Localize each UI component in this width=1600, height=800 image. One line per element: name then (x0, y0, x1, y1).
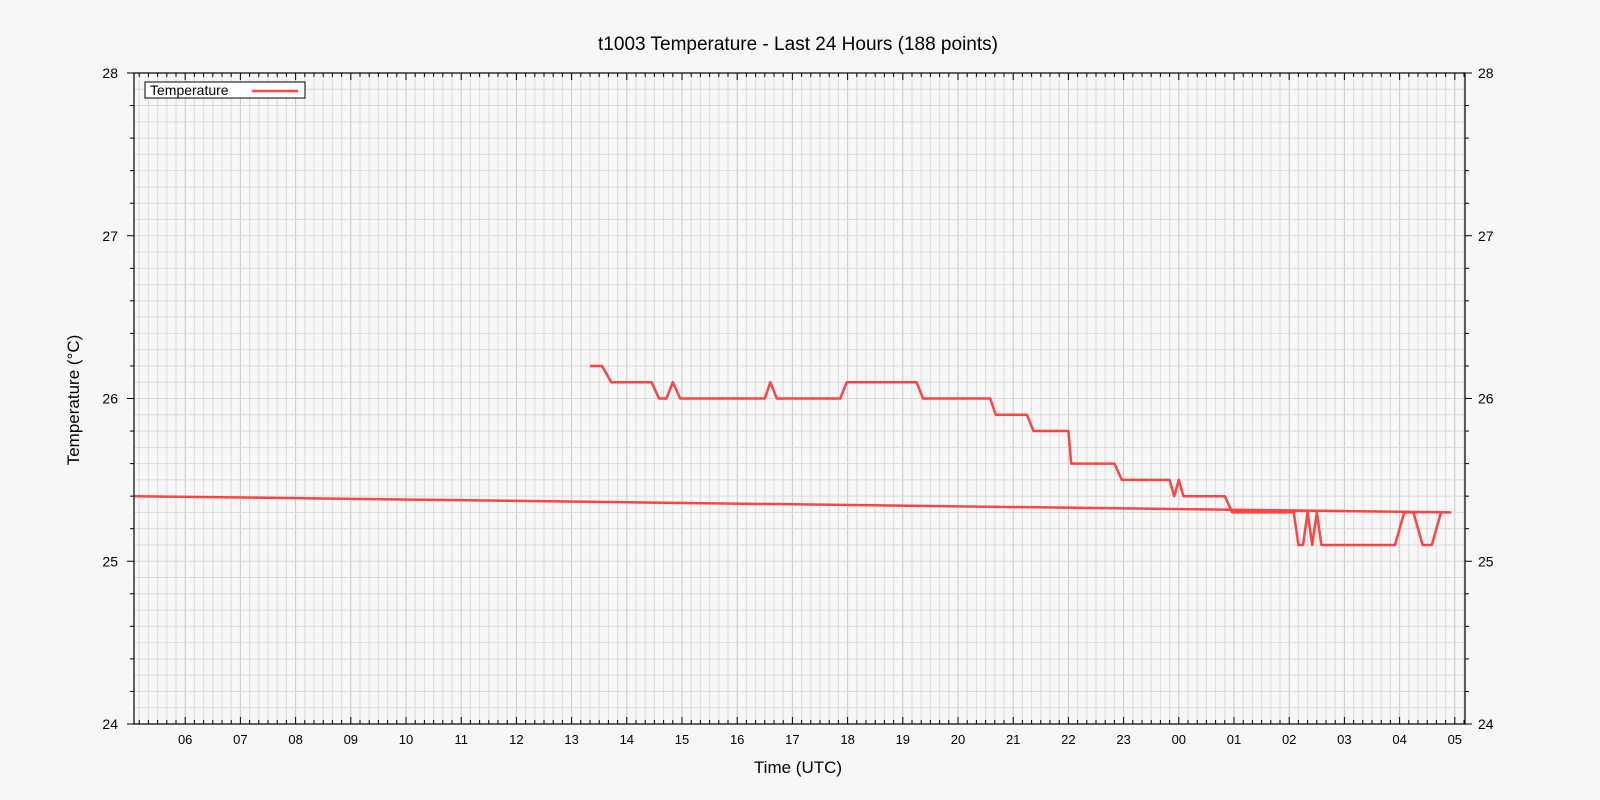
x-tick-label: 08 (288, 732, 302, 747)
grid (134, 73, 1465, 724)
x-axis-label: Time (UTC) (754, 758, 842, 777)
y-tick-label-left: 26 (102, 391, 118, 407)
series-layer (134, 364, 1452, 547)
x-tick-label: 13 (564, 732, 578, 747)
legend-box (144, 81, 306, 99)
x-tick-label: 03 (1337, 732, 1351, 747)
y-tick-label-right: 28 (1478, 65, 1494, 81)
x-tick-label: 11 (454, 732, 468, 747)
legend-label: Temperature (150, 82, 229, 98)
x-tick-label: 12 (509, 732, 523, 747)
x-tick-label: 16 (730, 732, 744, 747)
x-tick-label: 19 (896, 732, 910, 747)
y-tick-label-left: 27 (102, 228, 118, 244)
x-tick-label: 17 (785, 732, 799, 747)
series-line-temperature (134, 364, 1452, 547)
x-tick-label: 21 (1006, 732, 1020, 747)
x-tick-label: 07 (233, 732, 247, 747)
y-tick-label-right: 25 (1478, 553, 1494, 569)
x-tick-label: 02 (1282, 732, 1296, 747)
x-tick-label: 01 (1227, 732, 1241, 747)
legend: Temperature (144, 81, 306, 99)
y-tick-label-left: 28 (102, 65, 118, 81)
x-tick-label: 22 (1061, 732, 1075, 747)
x-tick-label: 14 (620, 732, 634, 747)
y-tick-label-right: 24 (1478, 716, 1494, 732)
x-tick-label: 10 (399, 732, 413, 747)
chart-title: t1003 Temperature - Last 24 Hours (188 p… (598, 34, 998, 55)
y-tick-label-right: 27 (1478, 228, 1494, 244)
x-tick-label: 09 (344, 732, 358, 747)
x-tick-label: 15 (675, 732, 689, 747)
x-tick-label: 06 (178, 732, 192, 747)
y-tick-label-left: 25 (102, 553, 118, 569)
x-tick-label: 18 (840, 732, 854, 747)
y-tick-label-left: 24 (102, 716, 118, 732)
x-tick-label: 23 (1116, 732, 1130, 747)
y-axis-label: Temperature (°C) (64, 335, 83, 466)
x-tick-label: 04 (1392, 732, 1406, 747)
y-tick-label-right: 26 (1478, 391, 1494, 407)
axis-ticks: 06 07 08 09 10 11 12 13 14 15 16 17 18 19 20 21 22 23 00 01… (102, 65, 1493, 747)
x-tick-label: 20 (951, 732, 965, 747)
x-tick-label: 05 (1448, 732, 1462, 747)
x-tick-label: 00 (1172, 732, 1186, 747)
